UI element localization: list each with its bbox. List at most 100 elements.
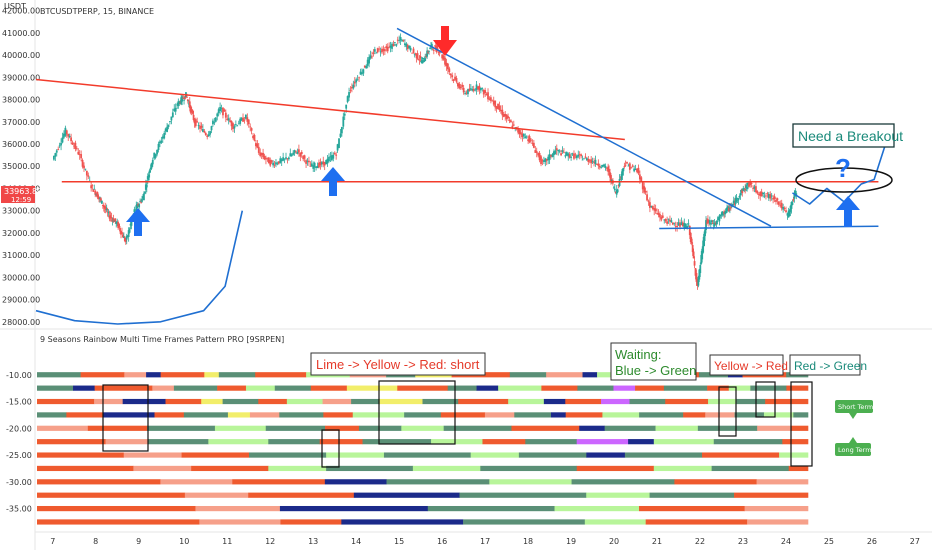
candle-body	[342, 116, 345, 127]
candle-body	[595, 164, 598, 165]
heatmap-cell	[148, 439, 209, 445]
candle-body	[87, 175, 90, 177]
price-tag-timer: 12:59	[11, 196, 31, 204]
candle-body	[779, 204, 782, 206]
heatmap-cell	[274, 385, 312, 391]
candle-body	[500, 109, 502, 112]
x-tick-label: 16	[437, 537, 447, 546]
candle-body	[240, 118, 243, 121]
candle-body	[404, 43, 406, 46]
candle-body	[122, 234, 124, 238]
candle-body	[469, 88, 472, 90]
candle-body	[660, 217, 663, 220]
heatmap-cell	[346, 385, 398, 391]
heatmap-cell	[728, 385, 751, 391]
heatmap-cell	[649, 492, 735, 498]
candle-body	[752, 188, 754, 190]
heatmap-cell	[324, 479, 387, 485]
candle-body	[189, 105, 192, 113]
heatmap-cell	[653, 465, 712, 472]
candle-body	[362, 69, 365, 74]
candle-body	[134, 209, 137, 211]
candle-body	[423, 60, 426, 62]
short-term-label: Short Term	[838, 403, 873, 411]
candle-body	[100, 198, 102, 201]
heatmap-cell	[66, 412, 104, 418]
candle-body	[457, 82, 459, 87]
heatmap-cell	[639, 412, 684, 418]
candle-body	[351, 87, 353, 89]
candle-body	[452, 79, 455, 82]
candle-body	[308, 160, 310, 163]
candle-body	[114, 218, 117, 222]
candle-body	[677, 222, 680, 226]
candle-body	[527, 139, 530, 142]
candle-body	[691, 244, 694, 253]
candle-body	[416, 53, 419, 59]
candle-body	[688, 225, 691, 236]
candle-body	[577, 154, 580, 157]
heatmap-cell	[245, 385, 276, 391]
question-mark: ?	[835, 153, 851, 183]
candle-body	[227, 118, 230, 121]
candle-body	[792, 198, 795, 201]
candle-body	[236, 125, 239, 127]
x-tick-label: 12	[265, 537, 275, 546]
candle-body	[166, 126, 168, 132]
candle-body	[505, 114, 508, 120]
candle-body	[148, 170, 151, 173]
candle-body	[695, 273, 698, 282]
candle-body	[607, 166, 610, 172]
candle-body	[84, 168, 87, 170]
heatmap-cell	[37, 412, 67, 418]
candle-body	[242, 117, 244, 122]
candle-body	[379, 51, 382, 53]
currency-label: USDT	[4, 2, 26, 11]
candle-body	[636, 168, 638, 172]
heatmap-cell	[629, 398, 666, 405]
candle-body	[323, 161, 326, 166]
heatmap-cell	[447, 385, 477, 391]
candle-body	[600, 167, 603, 169]
heatmap-cell	[199, 519, 281, 525]
candle-body	[318, 162, 320, 168]
candle-body	[187, 103, 190, 105]
heatmap-cell	[326, 452, 385, 458]
candle-body	[686, 226, 689, 228]
heatmap-cell	[353, 492, 460, 498]
candle-body	[125, 235, 128, 240]
heatmap-cell	[576, 439, 629, 445]
candle-body	[269, 159, 272, 166]
candle-body	[694, 268, 697, 276]
heatmap-cell	[697, 425, 758, 431]
candle-body	[420, 60, 423, 63]
yellow-red-annotation: Yellow -> Red	[709, 354, 788, 376]
candle-body	[641, 181, 644, 190]
heatmap-cell	[249, 452, 327, 458]
candle-body	[471, 89, 474, 91]
candle-body	[395, 44, 398, 46]
candle-body	[766, 193, 769, 195]
candle-body	[120, 230, 122, 235]
candle-body	[462, 87, 465, 93]
candle-body	[555, 148, 558, 151]
candle-body	[103, 206, 106, 209]
heatmap-cell	[482, 439, 526, 445]
candle-body	[485, 94, 488, 96]
candle-body	[780, 202, 783, 209]
heatmap-cell	[541, 385, 578, 391]
candle-body	[597, 163, 600, 166]
candle-body	[475, 84, 478, 90]
candle-body	[93, 188, 96, 190]
candle-body	[186, 99, 189, 102]
heatmap-cell	[379, 398, 423, 405]
candle-body	[502, 113, 505, 117]
candle-body	[130, 220, 133, 226]
red-green-label: Red -> Green	[794, 359, 867, 373]
x-tick-label: 17	[480, 537, 490, 546]
candle-body	[67, 133, 70, 137]
heatmap-cell	[122, 398, 166, 405]
candle-body	[411, 52, 413, 54]
candle-body	[640, 177, 643, 182]
candle-body	[373, 49, 376, 52]
